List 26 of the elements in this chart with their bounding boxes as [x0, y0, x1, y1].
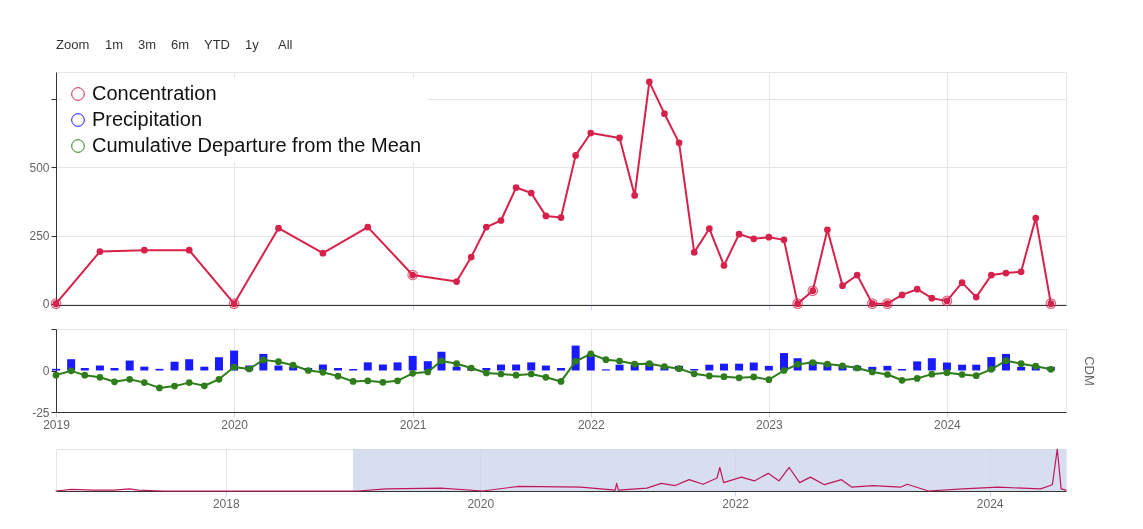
x-tick-label: 2022 — [722, 496, 750, 511]
x-tick-label: 2020 — [221, 417, 249, 432]
y-axis-title: CDM — [1081, 356, 1097, 386]
x-tick-label: 2019 — [43, 417, 71, 432]
text: 3m — [138, 37, 157, 52]
y-tick-label: 0 — [42, 297, 50, 312]
x-tick-label: 2020 — [467, 496, 495, 511]
text: Zoom — [56, 37, 90, 52]
x-tick-label: 2024 — [976, 496, 1004, 511]
x-tick-label: 2024 — [934, 417, 962, 432]
y-tick-label: 250 — [29, 229, 50, 244]
y-tick-label: -25 — [32, 405, 50, 420]
text: 6m — [171, 37, 190, 52]
y-tick-label: 500 — [29, 160, 50, 175]
x-tick-label: 2022 — [577, 417, 605, 432]
x-tick-label: 2023 — [756, 417, 784, 432]
x-tick-label: 2018 — [212, 496, 240, 511]
legend-label: Cumulative Departure from the Mean — [92, 134, 422, 156]
y-tick-label: 0 — [42, 364, 50, 378]
text: All — [278, 37, 293, 52]
text: 1m — [105, 37, 124, 52]
legend-label: Precipitation — [92, 108, 203, 130]
text: YTD — [204, 37, 230, 52]
text: 1y — [245, 37, 260, 52]
x-tick-label: 2021 — [399, 417, 427, 432]
legend-label: Concentration — [92, 82, 217, 104]
